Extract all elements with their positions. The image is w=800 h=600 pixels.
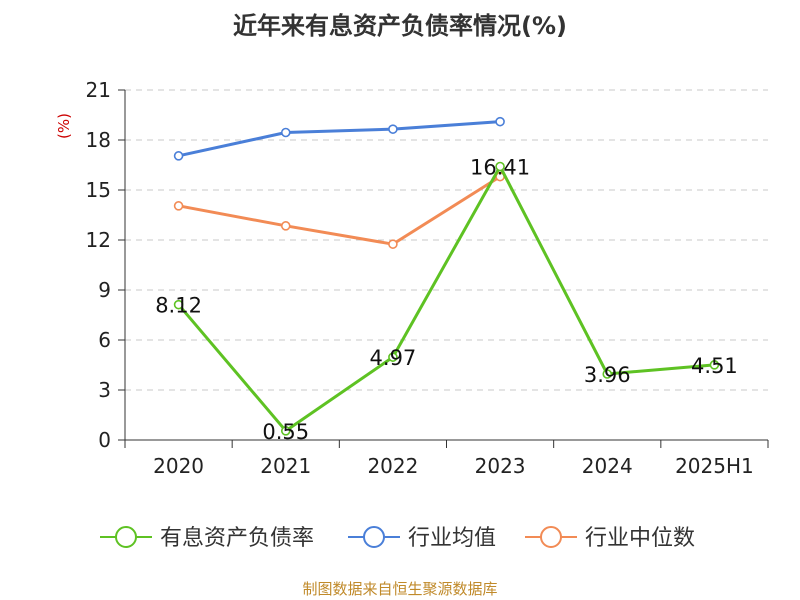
data-label: 16.41 [470,156,530,180]
x-tick-label: 2025H1 [675,454,754,478]
data-labels: 8.12 0.55 4.97 16.41 3.96 4.51 [155,156,738,444]
data-point [388,124,398,134]
y-tick-label: 6 [98,328,111,352]
data-point [173,151,184,161]
y-tick-label: 15 [86,178,111,202]
series-line [177,165,715,433]
data-point [709,360,720,370]
x-tick-label: 2021 [260,454,311,478]
data-point [280,426,291,436]
legend-label: 行业中位数 [585,526,695,551]
data-label: 4.51 [691,354,738,378]
data-point [173,299,184,310]
data-point [173,201,184,211]
data-label: 8.12 [155,294,202,318]
data-point [602,369,613,379]
data-point [495,161,505,172]
y-tick-label: 3 [98,378,111,402]
series-line [178,120,501,158]
data-point [280,127,291,138]
legend-marker [363,526,385,548]
x-tick-label: 2022 [367,454,418,478]
axes: 0 3 6 9 12 15 18 21 2020 2021 2022 2023 2024 2025H1 [86,78,769,478]
y-tick-label: 21 [86,78,111,102]
legend: 有息资产负债率 行业均值 行业中位数 [100,526,695,551]
x-tick-label: 2024 [582,454,633,478]
y-axis-unit: (%) [55,113,73,139]
y-tick-label: 9 [98,278,111,302]
data-point [388,239,398,249]
data-label: 4.97 [370,346,417,370]
data-point [280,221,291,231]
data-point [388,352,398,362]
series-line [178,175,501,246]
x-tick-label: 2020 [153,454,204,478]
legend-marker [540,526,562,548]
chart-title: 近年来有息资产负债率情况(%) [233,12,567,40]
legend-label: 有息资产负债率 [160,526,314,551]
grid-lines [125,89,768,391]
x-tick-label: 2023 [475,454,526,478]
data-label: 3.96 [584,363,631,387]
data-label: 0.55 [262,420,309,444]
series-lines [173,116,720,436]
data-point [495,116,505,127]
legend-marker [115,526,137,548]
legend-label: 行业均值 [408,526,496,551]
source-note: 制图数据来自恒生聚源数据库 [302,580,497,598]
y-tick-label: 12 [86,228,111,252]
y-tick-label: 18 [86,128,111,152]
y-tick-label: 0 [98,428,111,452]
